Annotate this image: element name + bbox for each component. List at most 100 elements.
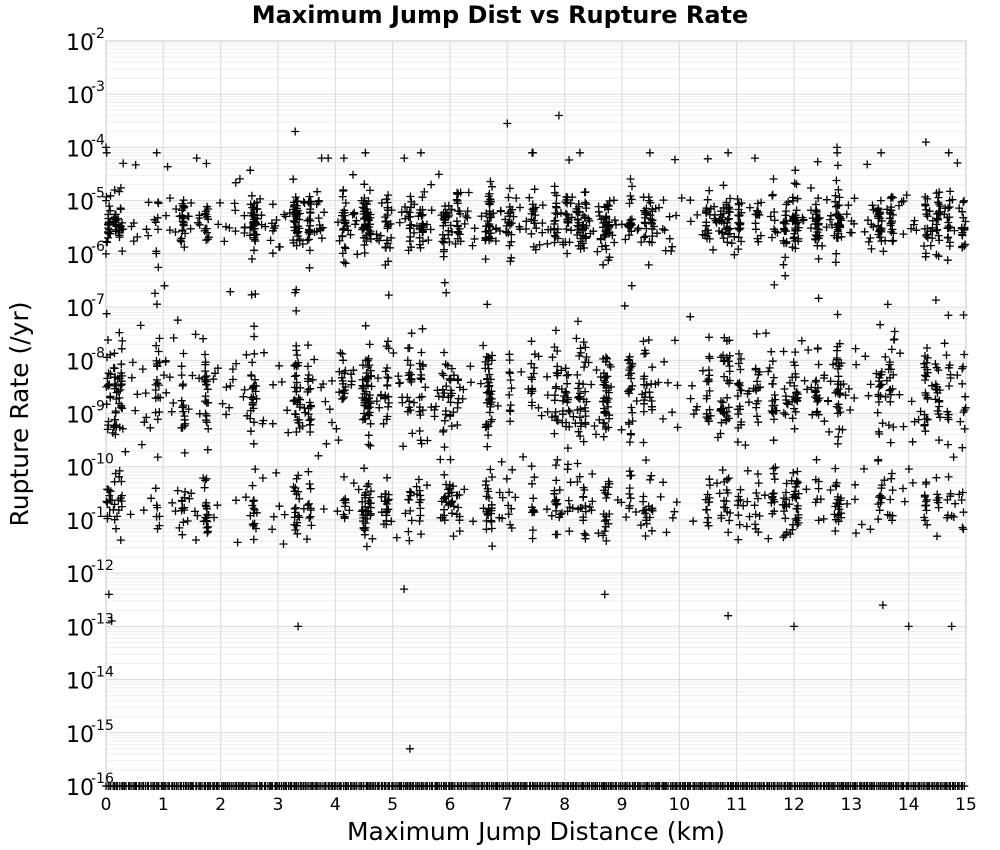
data-point <box>441 410 450 419</box>
data-point <box>505 368 514 377</box>
data-point <box>249 404 258 413</box>
data-point <box>365 229 374 237</box>
data-point <box>317 383 326 392</box>
data-point <box>907 397 916 406</box>
data-point <box>504 501 513 510</box>
data-point <box>951 499 960 508</box>
data-point <box>720 409 729 418</box>
data-point <box>749 384 758 393</box>
data-point <box>366 499 375 508</box>
data-point <box>725 379 733 388</box>
data-point <box>105 202 114 211</box>
data-point <box>484 364 493 373</box>
data-point <box>599 531 608 540</box>
data-point <box>705 333 713 342</box>
data-point <box>701 495 710 504</box>
data-point <box>588 469 597 478</box>
data-point <box>225 403 234 412</box>
data-point <box>794 478 802 487</box>
data-point <box>319 380 328 388</box>
data-point <box>599 260 608 269</box>
data-point <box>835 212 844 221</box>
data-point <box>296 383 305 392</box>
data-point <box>118 247 127 256</box>
data-point <box>553 416 562 425</box>
data-point <box>250 519 259 528</box>
y-tick-base: 10 <box>66 191 94 216</box>
data-point <box>574 427 583 436</box>
data-point <box>921 249 930 258</box>
data-point <box>253 204 262 213</box>
data-point <box>434 170 443 179</box>
data-point <box>250 246 258 255</box>
data-point <box>292 285 301 294</box>
data-point <box>575 392 583 401</box>
data-point <box>957 496 966 504</box>
data-point <box>640 346 649 355</box>
data-point <box>102 400 111 409</box>
data-point <box>754 237 763 246</box>
data-point <box>876 320 885 329</box>
data-point <box>250 322 259 331</box>
data-point <box>258 474 267 482</box>
data-point <box>751 365 760 374</box>
data-point <box>791 236 800 245</box>
data-point <box>645 196 654 205</box>
data-point <box>162 211 170 220</box>
data-point <box>594 207 603 216</box>
data-point <box>251 290 260 298</box>
data-point <box>654 378 663 387</box>
data-point <box>455 230 464 239</box>
data-point <box>449 502 458 511</box>
data-point <box>607 382 616 391</box>
data-point <box>336 348 345 357</box>
data-point <box>647 379 656 388</box>
data-point <box>575 472 584 481</box>
data-point <box>624 356 633 365</box>
data-point <box>455 512 464 521</box>
data-point <box>453 398 462 407</box>
data-point <box>405 536 414 545</box>
data-point <box>178 226 187 235</box>
data-point <box>564 496 573 505</box>
data-point <box>914 415 923 424</box>
data-point <box>375 236 384 245</box>
data-point <box>436 455 445 464</box>
data-point <box>129 219 138 227</box>
data-point <box>794 489 803 498</box>
data-point <box>377 508 386 517</box>
data-point <box>116 224 124 232</box>
data-point <box>933 225 942 234</box>
data-point <box>495 513 504 522</box>
data-point <box>392 533 401 542</box>
data-point <box>248 211 257 220</box>
data-point <box>590 422 599 430</box>
data-point <box>887 192 896 201</box>
data-point <box>362 387 371 396</box>
data-point <box>742 522 751 531</box>
data-point <box>833 310 842 319</box>
data-point <box>303 535 311 544</box>
data-point <box>647 397 656 405</box>
data-point <box>400 154 409 163</box>
data-point <box>881 352 890 361</box>
data-point <box>588 497 597 506</box>
data-point <box>565 422 574 431</box>
data-point <box>153 300 161 309</box>
data-point <box>489 209 498 218</box>
data-point <box>659 414 667 423</box>
data-point <box>750 501 759 510</box>
data-point <box>564 395 572 404</box>
data-point <box>733 392 742 400</box>
data-point <box>833 346 841 355</box>
data-point <box>958 364 967 373</box>
data-point <box>573 216 582 224</box>
data-point <box>724 414 733 423</box>
data-point <box>553 362 562 371</box>
data-point <box>851 344 860 353</box>
data-point <box>214 220 223 229</box>
data-point <box>698 366 707 375</box>
data-point <box>117 380 126 389</box>
data-point <box>280 510 289 519</box>
data-point <box>119 159 128 168</box>
